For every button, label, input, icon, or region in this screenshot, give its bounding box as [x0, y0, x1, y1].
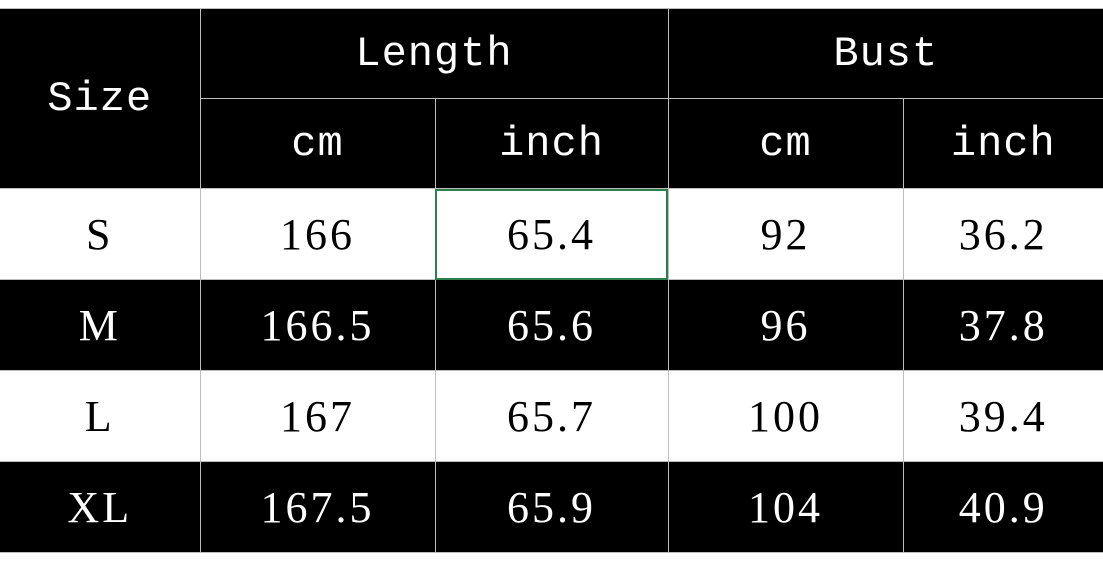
- bust-cm-cell[interactable]: 100: [667, 370, 904, 462]
- length-cm-cell[interactable]: 167.5: [199, 461, 436, 553]
- length-cm-cell[interactable]: 167: [199, 370, 436, 462]
- bust-inch-cell[interactable]: 36.2: [902, 188, 1103, 280]
- size-cell[interactable]: L: [0, 370, 201, 462]
- bust-cm-cell[interactable]: 92: [667, 188, 904, 280]
- length-inch-cell[interactable]: 65.9: [434, 461, 669, 553]
- bust-inch-cell[interactable]: 39.4: [902, 370, 1103, 462]
- length-inch-cell-selected[interactable]: 65.4: [434, 188, 669, 280]
- length-cm-cell[interactable]: 166.5: [199, 279, 436, 371]
- table-row: L 167 65.7 100 39.4: [0, 370, 1103, 462]
- bust-inch-cell[interactable]: 40.9: [902, 461, 1103, 553]
- table-row: S 166 65.4 92 36.2: [0, 188, 1103, 280]
- unit-header: cm: [667, 98, 904, 189]
- header-row-groups: Size Length Bust: [0, 8, 1103, 189]
- length-header: Length: [199, 8, 669, 99]
- size-header: Size: [0, 8, 201, 189]
- size-cell[interactable]: XL: [0, 461, 201, 553]
- header-row-units: cm inch cm inch: [0, 98, 1103, 189]
- length-inch-cell[interactable]: 65.6: [434, 279, 669, 371]
- table-row: M 166.5 65.6 96 37.8: [0, 279, 1103, 371]
- size-chart-table: Size Length Bust cm inch cm inch S 166 6…: [0, 8, 1103, 553]
- unit-header: inch: [902, 98, 1103, 189]
- size-cell[interactable]: S: [0, 188, 201, 280]
- bust-cm-cell[interactable]: 104: [667, 461, 904, 553]
- table-row: XL 167.5 65.9 104 40.9: [0, 461, 1103, 553]
- bust-cm-cell[interactable]: 96: [667, 279, 904, 371]
- unit-header: cm: [199, 98, 436, 189]
- bust-inch-cell[interactable]: 37.8: [902, 279, 1103, 371]
- bust-header: Bust: [667, 8, 1103, 99]
- length-cm-cell[interactable]: 166: [199, 188, 436, 280]
- size-cell[interactable]: M: [0, 279, 201, 371]
- length-inch-cell[interactable]: 65.7: [434, 370, 669, 462]
- unit-header: inch: [434, 98, 669, 189]
